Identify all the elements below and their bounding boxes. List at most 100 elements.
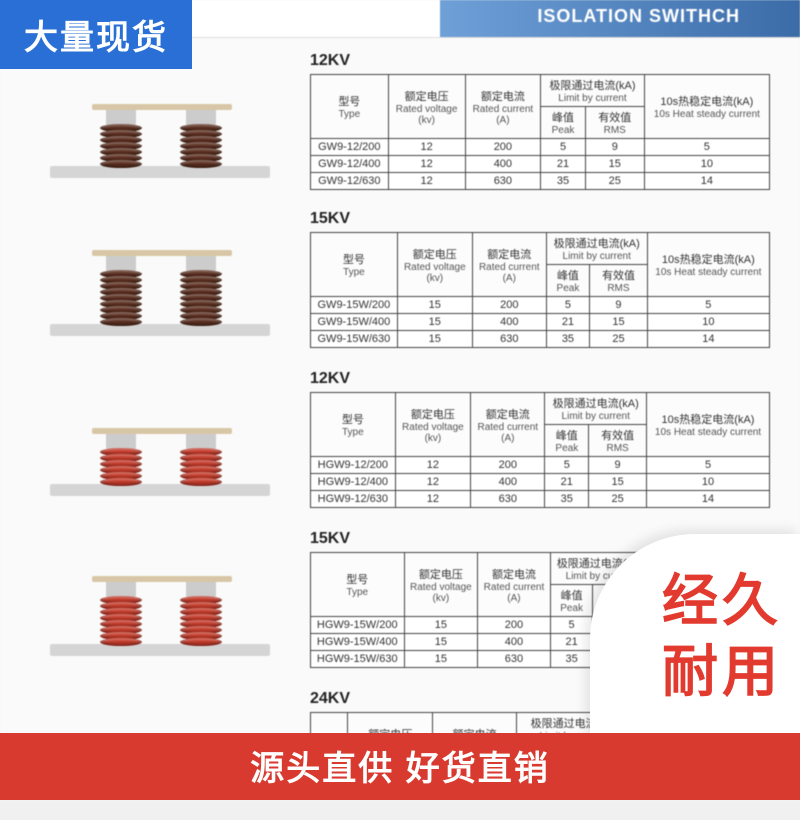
cell-voltage: 15	[404, 617, 478, 634]
insulator	[100, 252, 142, 326]
cell-rms: 15	[589, 474, 647, 491]
cell-heat: 5	[647, 457, 770, 474]
cell-rms: 25	[585, 173, 644, 190]
cell-current: 400	[471, 474, 545, 491]
cell-rms: 9	[590, 297, 648, 314]
cell-current: 200	[465, 139, 541, 156]
th-rms: 有效值RMS	[589, 425, 647, 457]
base-plate	[50, 324, 270, 336]
th-current: 额定电流Rated current(A)	[471, 393, 545, 457]
durable-line1: 经久	[662, 556, 782, 637]
cell-type: HGW9-12/630	[311, 491, 396, 508]
table-row: HGW9-12/20012200595	[311, 457, 770, 474]
table-column: 15KV 型号Type额定电压Rated voltage(kv)额定电流Rated…	[310, 210, 770, 348]
cell-current: 200	[471, 457, 545, 474]
insulator	[100, 578, 142, 646]
table-row: GW9-12/20012200595	[311, 139, 770, 156]
insulator-disc	[100, 160, 142, 168]
connector-bar	[92, 250, 232, 256]
th-voltage: 额定电压Rated voltage(kv)	[395, 393, 470, 457]
cell-peak: 35	[545, 491, 589, 508]
cell-rms: 15	[585, 156, 644, 173]
section-15kv-brown: 15KV 型号Type额定电压Rated voltage(kv)额定电流Rated…	[30, 210, 770, 348]
cell-peak: 21	[546, 314, 590, 331]
footer-banner: 源头直供 好货直销	[0, 733, 800, 800]
durable-badge-text: 经久 耐用	[662, 556, 782, 708]
table-row: GW9-15W/63015630352514	[311, 331, 770, 348]
cell-peak: 21	[545, 474, 589, 491]
table-row: GW9-12/63012630352514	[311, 173, 770, 190]
base-plate	[50, 644, 270, 656]
th-current: 额定电流Rated current(A)	[465, 75, 541, 139]
product-image	[30, 530, 290, 660]
cell-type: GW9-12/200	[311, 139, 389, 156]
th-voltage: 额定电压Rated voltage(kv)	[388, 75, 465, 139]
table-row: GW9-15W/20015200595	[311, 297, 770, 314]
durable-line2: 耐用	[662, 627, 782, 708]
th-heat: 10s热稳定电流(kA)10s Heat steady current	[644, 75, 769, 139]
cell-voltage: 12	[388, 156, 465, 173]
cell-voltage: 12	[395, 474, 470, 491]
th-current: 额定电流Rated current(A)	[472, 233, 546, 297]
cell-peak: 35	[550, 651, 593, 668]
th-voltage: 额定电压Rated voltage(kv)	[404, 553, 478, 617]
cell-voltage: 15	[397, 331, 472, 348]
cell-type: HGW9-15W/630	[311, 651, 405, 668]
insulator-disc	[180, 638, 222, 646]
cell-current: 630	[472, 331, 546, 348]
cell-peak: 35	[541, 173, 586, 190]
spec-table: 型号Type额定电压Rated voltage(kv)额定电流Rated cur…	[310, 74, 770, 190]
th-limit: 极限通过电流(kA)Limit by current	[541, 75, 644, 107]
table-column: 12KV型号Type额定电压Rated voltage(kv)额定电流Rated…	[310, 52, 770, 190]
cell-voltage: 12	[388, 139, 465, 156]
cell-voltage: 15	[397, 297, 472, 314]
insulator-disc	[100, 478, 142, 486]
cell-rms: 15	[590, 314, 648, 331]
connector-bar	[92, 104, 232, 110]
cell-peak: 35	[546, 331, 590, 348]
section-title: 15KV	[310, 210, 770, 228]
cell-heat: 14	[644, 173, 769, 190]
insulator-disc	[180, 318, 222, 326]
th-type: 型号Type	[311, 233, 398, 297]
product-image	[30, 52, 290, 182]
th-heat: 10s热稳定电流(kA)10s Heat steady current	[647, 233, 769, 297]
th-type: 型号Type	[311, 75, 389, 139]
cell-heat: 10	[647, 314, 769, 331]
insulator-disc	[100, 638, 142, 646]
cell-voltage: 15	[404, 634, 478, 651]
cell-rms: 25	[590, 331, 648, 348]
cell-type: HGW9-12/400	[311, 474, 396, 491]
cell-type: GW9-15W/400	[311, 314, 398, 331]
cell-voltage: 12	[395, 491, 470, 508]
th-heat: 10s热稳定电流(kA)10s Heat steady current	[647, 393, 770, 457]
cell-rms: 9	[589, 457, 647, 474]
cell-peak: 5	[546, 297, 590, 314]
table-row: GW9-12/40012400211510	[311, 156, 770, 173]
cell-type: GW9-15W/200	[311, 297, 398, 314]
cell-peak: 21	[550, 634, 593, 651]
cell-type: HGW9-15W/400	[311, 634, 405, 651]
cell-type: HGW9-12/200	[311, 457, 396, 474]
cell-current: 630	[478, 651, 551, 668]
th-limit: 极限通过电流(kA)Limit by current	[546, 233, 647, 265]
durable-badge: 经久 耐用	[590, 534, 800, 744]
cell-heat: 14	[647, 331, 769, 348]
cell-heat: 5	[647, 297, 769, 314]
table-row: HGW9-12/40012400211510	[311, 474, 770, 491]
insulator	[180, 252, 222, 326]
product-image	[30, 210, 290, 340]
th-type: 型号Type	[311, 553, 405, 617]
cell-current: 400	[465, 156, 541, 173]
th-peak: 峰值Peak	[545, 425, 589, 457]
cell-peak: 5	[550, 617, 593, 634]
spec-table: 型号Type额定电压Rated voltage(kv)额定电流Rated cur…	[310, 392, 770, 508]
cell-voltage: 15	[397, 314, 472, 331]
insulator	[180, 430, 222, 486]
insulator-disc	[100, 318, 142, 326]
cell-current: 400	[472, 314, 546, 331]
cell-type: GW9-15W/630	[311, 331, 398, 348]
connector-bar	[92, 428, 232, 434]
th-voltage: 额定电压Rated voltage(kv)	[397, 233, 472, 297]
header-title: ISOLATION SWITHCH	[537, 6, 740, 27]
